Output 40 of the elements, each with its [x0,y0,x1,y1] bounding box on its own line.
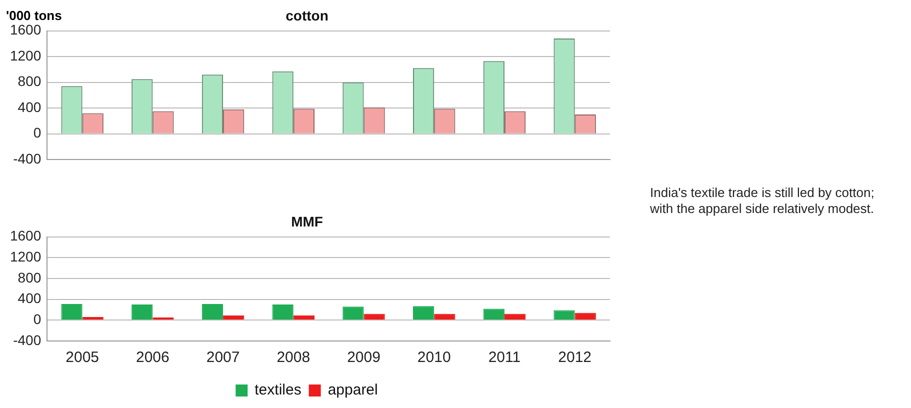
x-tick-label: 2007 [206,349,240,366]
x-tick-label: 2009 [347,349,380,366]
y-tick-label: 1600 [10,22,42,38]
y-tick-label: 0 [33,124,42,141]
x-tick-label: 2005 [66,349,100,366]
y-tick-label: 800 [18,269,42,286]
bar [132,304,153,320]
chart-title: MMF [291,213,324,230]
bar [61,304,82,320]
bar [574,312,596,320]
y-tick-label: -400 [13,332,42,348]
bar [293,315,314,320]
y-tick-label: 1200 [10,248,42,264]
bar [364,314,385,320]
y-tick-label: 0 [33,311,42,328]
y-tick-label: 1600 [10,228,42,244]
bar [483,308,504,320]
y-tick-label: 1200 [10,47,42,64]
bar [272,304,294,320]
y-tick-label: 400 [18,290,42,306]
bar [413,306,434,320]
x-tick-label: 2012 [558,349,592,366]
text: India's textile trade is still led by cotton; with the apparel side relatively modest. [650,185,876,217]
bar [434,314,456,320]
bar [554,310,575,320]
y-tick-label: 800 [18,73,42,90]
x-tick-label: 2010 [417,349,451,366]
bar [223,315,244,320]
legend-label: textiles [254,382,302,399]
y-axis-title: '000 tons [6,8,62,23]
x-tick-label: 2006 [136,349,170,366]
y-tick-label: -400 [13,150,42,166]
bar [342,306,364,320]
bar [504,314,526,320]
x-tick-label: 2008 [276,349,310,366]
y-tick-label: 400 [18,98,42,115]
bar [202,304,224,320]
x-tick-label: 2011 [488,349,521,366]
legend-label: apparel [328,382,378,399]
chart-title: cotton [286,7,328,24]
